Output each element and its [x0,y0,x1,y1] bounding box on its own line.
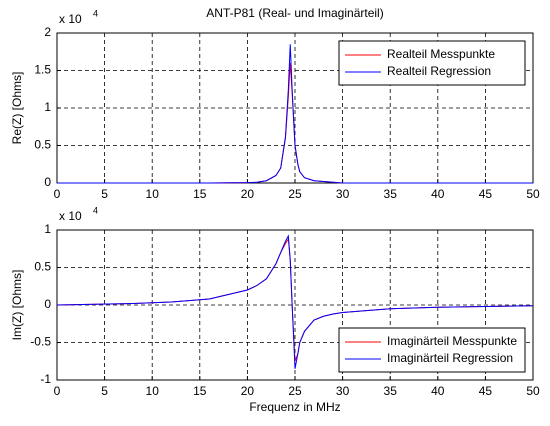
x-tick-label: 30 [336,384,350,398]
x-axis-label: Frequenz in MHz [249,400,340,414]
legend-box [338,40,526,86]
series-line [57,44,533,184]
x-tick-label: 25 [288,187,302,201]
x-tick-label: 35 [384,187,398,201]
chart-title: ANT-P81 (Real- und Imaginärteil) [206,6,383,20]
y-multiplier-exponent: 4 [93,8,98,18]
x-tick-label: 40 [431,187,445,201]
legend-box [338,327,526,373]
x-tick-label: 10 [146,187,160,201]
legend-label: Imaginärteil Regression [387,351,513,365]
y-tick-label: -0.5 [30,335,51,349]
x-tick-label: 25 [288,384,302,398]
x-tick-label: 15 [193,187,207,201]
x-tick-label: 50 [526,384,540,398]
y-tick-label: 1 [44,222,51,236]
legend-label: Imaginärteil Messpunkte [387,334,517,348]
y-tick-label: 0 [44,175,51,189]
x-tick-label: 50 [526,187,540,201]
y-axis-label: Im(Z) [Ohms] [10,270,24,341]
x-tick-label: 45 [479,384,493,398]
x-tick-label: 20 [241,384,255,398]
y-multiplier: x 10 [59,209,82,223]
x-tick-label: 45 [479,187,493,201]
y-tick-label: 0 [44,297,51,311]
x-tick-label: 15 [193,384,207,398]
y-tick-label: 0.5 [34,138,51,152]
y-multiplier-exponent: 4 [93,205,98,215]
x-tick-label: 30 [336,187,350,201]
x-tick-label: 0 [54,187,61,201]
y-multiplier: x 10 [59,12,82,26]
y-tick-label: 1.5 [34,63,51,77]
x-tick-label: 20 [241,187,255,201]
x-tick-label: 35 [384,384,398,398]
y-tick-label: 2 [44,25,51,39]
x-tick-label: 10 [146,384,160,398]
x-tick-label: 5 [101,187,108,201]
series-line [56,234,534,369]
y-tick-label: -1 [40,372,51,386]
x-tick-label: 0 [54,384,61,398]
legend-label: Realteil Messpunkte [387,47,495,61]
y-tick-label: 1 [44,100,51,114]
plot-frame [56,32,534,184]
x-tick-label: 5 [101,384,108,398]
y-axis-label: Re(Z) [Ohms] [10,72,24,145]
legend-label: Realteil Regression [387,64,491,78]
y-tick-label: 0.5 [34,260,51,274]
x-tick-label: 40 [431,384,445,398]
